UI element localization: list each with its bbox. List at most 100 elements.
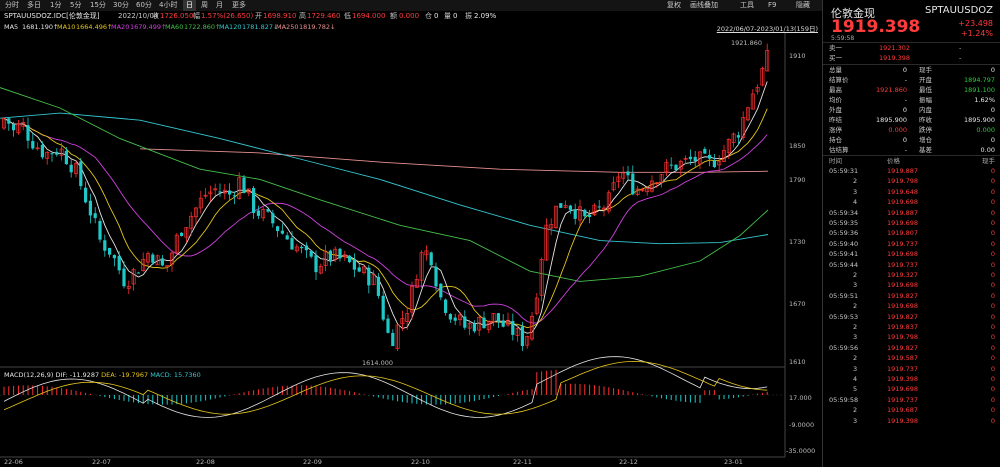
period-tab-week[interactable]: 周 <box>201 1 208 9</box>
stat-value: 0.000 <box>888 126 907 134</box>
price-tick: 1670 <box>789 300 806 308</box>
draw-overlay-button[interactable]: 画线叠加 <box>690 1 718 9</box>
period-tab-8[interactable]: 4小时 <box>159 1 178 9</box>
price-tick: 1730 <box>789 238 806 246</box>
candle-body <box>678 160 683 170</box>
period-tab-3[interactable]: 1分 <box>50 1 62 9</box>
tick-volume: 0 <box>990 343 995 352</box>
tick-volume: 0 <box>990 406 995 415</box>
candle-body <box>362 266 366 273</box>
candle-body <box>717 161 722 166</box>
date-tick: 22-08 <box>196 458 215 466</box>
bid-volume: - <box>959 54 962 62</box>
tick-price: 1919.698 <box>887 281 919 290</box>
tick-time: 4 <box>853 198 858 207</box>
ma60-line <box>0 87 769 282</box>
stat-value: 1891.100 <box>963 86 995 94</box>
stat-value: 1.62% <box>974 96 995 104</box>
tick-row: 2 1919.698 0 <box>829 301 995 312</box>
tick-row: 05:59:40 1919.737 0 <box>829 239 995 250</box>
candle-body <box>318 265 323 274</box>
tick-row: 3 1919.648 0 <box>829 187 995 198</box>
period-tab-month[interactable]: 月 <box>216 1 223 9</box>
macd-dea: DEA: -19.7967 <box>101 371 149 379</box>
tick-volume: 0 <box>990 385 995 394</box>
candle-body <box>448 313 452 320</box>
date-tick: 23-01 <box>724 458 743 466</box>
period-tab-1[interactable]: 分时 <box>5 1 19 9</box>
tick-row: 2 1919.798 0 <box>829 176 995 187</box>
candle-body <box>189 215 194 229</box>
candle-body <box>530 315 534 340</box>
tick-time: 05:59:44 <box>829 260 859 269</box>
candle-body <box>669 164 673 166</box>
candle-body <box>232 195 236 197</box>
tick-row: 05:59:31 1919.887 0 <box>829 166 995 177</box>
candle-body <box>165 265 170 267</box>
f9-button[interactable]: F9 <box>768 1 777 9</box>
tick-time: 2 <box>853 302 858 311</box>
period-tab-4[interactable]: 5分 <box>70 1 82 9</box>
candle-body <box>7 118 11 124</box>
ma120-value: 1781.827↓ <box>242 23 279 31</box>
ma5-value: 1681.190↑ <box>22 23 59 31</box>
period-tab-7[interactable]: 60分 <box>136 1 152 9</box>
period-tab-6[interactable]: 30分 <box>113 1 129 9</box>
tick-price: 1919.687 <box>887 406 919 415</box>
last-price: 1919.398 <box>831 17 921 37</box>
candle-body <box>151 254 155 263</box>
tick-row: 3 1919.737 0 <box>829 364 995 375</box>
date-range[interactable]: 2022/06/07-2023/01/13(159日) <box>716 25 818 33</box>
open-value: 1698.910 <box>263 12 297 20</box>
tick-time: 2 <box>853 177 858 186</box>
tick-volume: 0 <box>990 281 995 290</box>
candle-body <box>122 268 126 287</box>
tick-price: 1919.837 <box>887 323 919 331</box>
tick-price: 1919.698 <box>887 198 919 207</box>
quote-time: 5:59:58 <box>831 35 855 42</box>
kline-chart[interactable] <box>0 33 818 467</box>
candle-body <box>559 203 563 208</box>
tick-row: 05:59:56 1919.827 0 <box>829 343 995 354</box>
candle-body <box>736 135 740 138</box>
period-tab-more[interactable]: 更多 <box>232 1 246 9</box>
candle-body <box>592 204 597 215</box>
candle-body <box>712 160 716 168</box>
ma5-path <box>3 81 768 334</box>
tools-button[interactable]: 工具 <box>740 1 754 9</box>
price-change-pct: +1.24% <box>960 29 993 38</box>
candle-body <box>309 250 313 257</box>
period-tab-5[interactable]: 15分 <box>90 1 106 9</box>
ma60-label: MA60 <box>165 23 184 31</box>
candle-body <box>79 161 83 187</box>
stat-value: 0 <box>902 106 907 114</box>
candle-body <box>746 107 750 121</box>
candle-body <box>338 248 342 259</box>
hide-button[interactable]: 隐藏 <box>796 1 810 9</box>
tick-price: 1919.698 <box>887 250 919 259</box>
tick-volume: 0 <box>990 250 995 259</box>
high-annotation: 1921.860 <box>731 39 763 47</box>
candle-body <box>174 234 179 253</box>
candle-body <box>400 318 405 325</box>
candle-body <box>573 209 577 219</box>
candle-body <box>218 191 222 193</box>
amplitude-label: 振 <box>465 12 472 20</box>
symbol-name: SPTAUUSDOZ.IDC[伦敦金现] <box>4 12 100 20</box>
candle-body <box>501 320 505 327</box>
restore-button[interactable]: 复权 <box>667 1 681 9</box>
period-tab-day[interactable]: 日 <box>183 0 196 11</box>
tick-row: 2 1919.687 0 <box>829 405 995 416</box>
candle-body <box>160 258 164 266</box>
tick-row: 05:59:53 1919.827 0 <box>829 312 995 323</box>
candle-body <box>141 259 146 271</box>
candle-body <box>674 164 678 171</box>
ma120-path <box>0 112 769 245</box>
candle-body <box>131 269 136 285</box>
tick-volume: 0 <box>990 302 995 311</box>
tick-price: 1919.798 <box>887 177 919 186</box>
candle-body <box>741 117 746 138</box>
period-tab-2[interactable]: 多日 <box>27 1 41 9</box>
ma10-path <box>3 108 768 329</box>
instrument-title: 伦敦金现 <box>831 7 875 20</box>
